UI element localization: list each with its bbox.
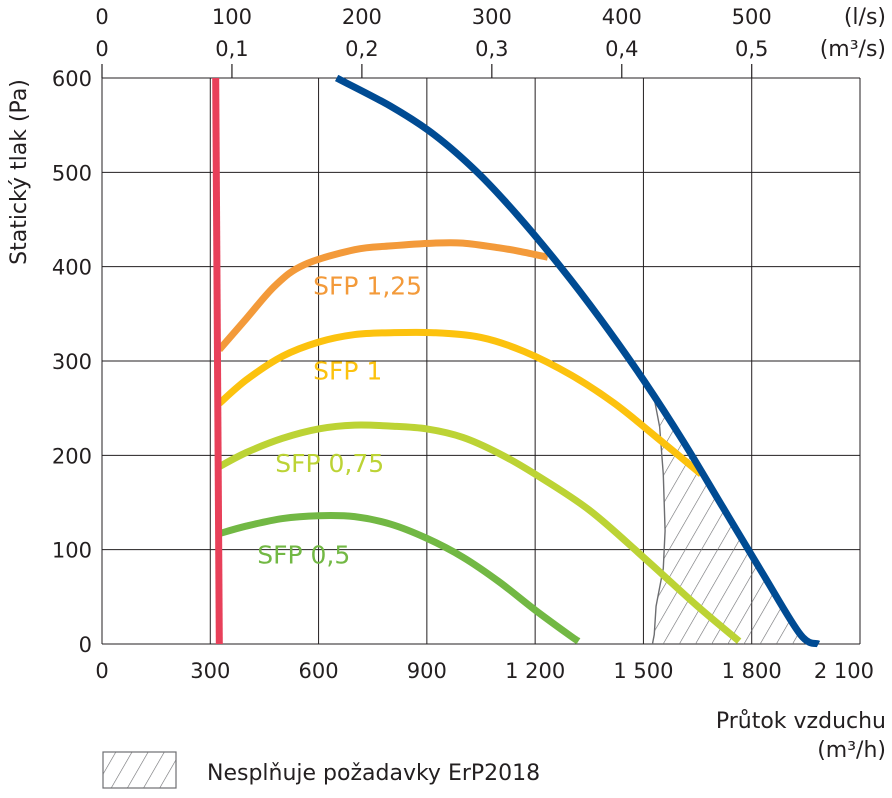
x-axis-title: Průtok vzduchu (716, 709, 886, 734)
hatched-region-fill (649, 389, 819, 644)
top-tick-label-ls: 0 (95, 5, 108, 29)
axes: 0 300 600 900 1 200 1 500 1 800 2 100 0 100 200 300… (52, 5, 874, 683)
top-tick-label-ls: 400 (602, 5, 642, 29)
x-tick-label: 0 (95, 659, 108, 683)
top-tick-label-m3s: 0,1 (215, 37, 248, 61)
y-axis-title: Statický tlak (Pa) (7, 79, 32, 265)
top-tick-label-ls: 100 (212, 5, 252, 29)
top-tick-label-m3s: 0,2 (345, 37, 378, 61)
x-tick-label: 300 (190, 659, 230, 683)
y-tick-label: 300 (52, 350, 92, 374)
top-tick-label-ls: 200 (342, 5, 382, 29)
x-tick-label: 1 800 (722, 659, 782, 683)
x-tick-label: 1 200 (505, 659, 565, 683)
y-tick-label: 500 (52, 161, 92, 185)
top-tick-label-m3s: 0,5 (735, 37, 768, 61)
x-tick-label: 2 100 (814, 659, 874, 683)
series-line-max-fan (334, 74, 821, 648)
top-axis-m3s-unit: (m³/s) (820, 37, 886, 62)
x-tick-label: 1 500 (613, 659, 673, 683)
non-compliant-region (649, 389, 819, 645)
series-label: SFP 1 (313, 356, 382, 385)
legend-hatch-swatch (102, 751, 177, 789)
y-tick-label: 200 (52, 444, 92, 468)
y-tick-label: 100 (52, 539, 92, 563)
series-label: SFP 0,75 (275, 449, 384, 478)
top-axis-ls-unit: (l/s) (844, 5, 886, 30)
series-lines: SFP 1,25 SFP 1 SFP 0,75 SFP 0,5 (212, 74, 821, 648)
top-tick-label-m3s: 0 (95, 37, 108, 61)
series-line-sfp-1 (216, 328, 704, 477)
series-label: SFP 0,5 (257, 540, 350, 569)
y-tick-label: 400 (52, 256, 92, 280)
hatched-region-boundary (651, 389, 666, 645)
y-tick-label: 600 (52, 67, 92, 91)
series-line-min-flow (212, 77, 223, 645)
y-tick-label: 0 (79, 633, 92, 657)
top-tick-label-ls: 500 (732, 5, 772, 29)
x-tick-label: 900 (407, 659, 447, 683)
series-label: SFP 1,25 (313, 272, 422, 301)
legend: Nesplňuje požadavky ErP2018 (102, 751, 540, 789)
top-tick-label-m3s: 0,4 (605, 37, 638, 61)
x-tick-label: 600 (299, 659, 339, 683)
series-line-sfp-1-25 (216, 239, 549, 352)
x-axis-unit: (m³/h) (817, 738, 886, 763)
series-line-sfp-0-5 (218, 511, 581, 645)
top-tick-label-m3s: 0,3 (475, 37, 508, 61)
top-tick-label-ls: 300 (472, 5, 512, 29)
legend-label: Nesplňuje požadavky ErP2018 (207, 761, 540, 786)
series-line-sfp-0-75 (217, 421, 742, 644)
